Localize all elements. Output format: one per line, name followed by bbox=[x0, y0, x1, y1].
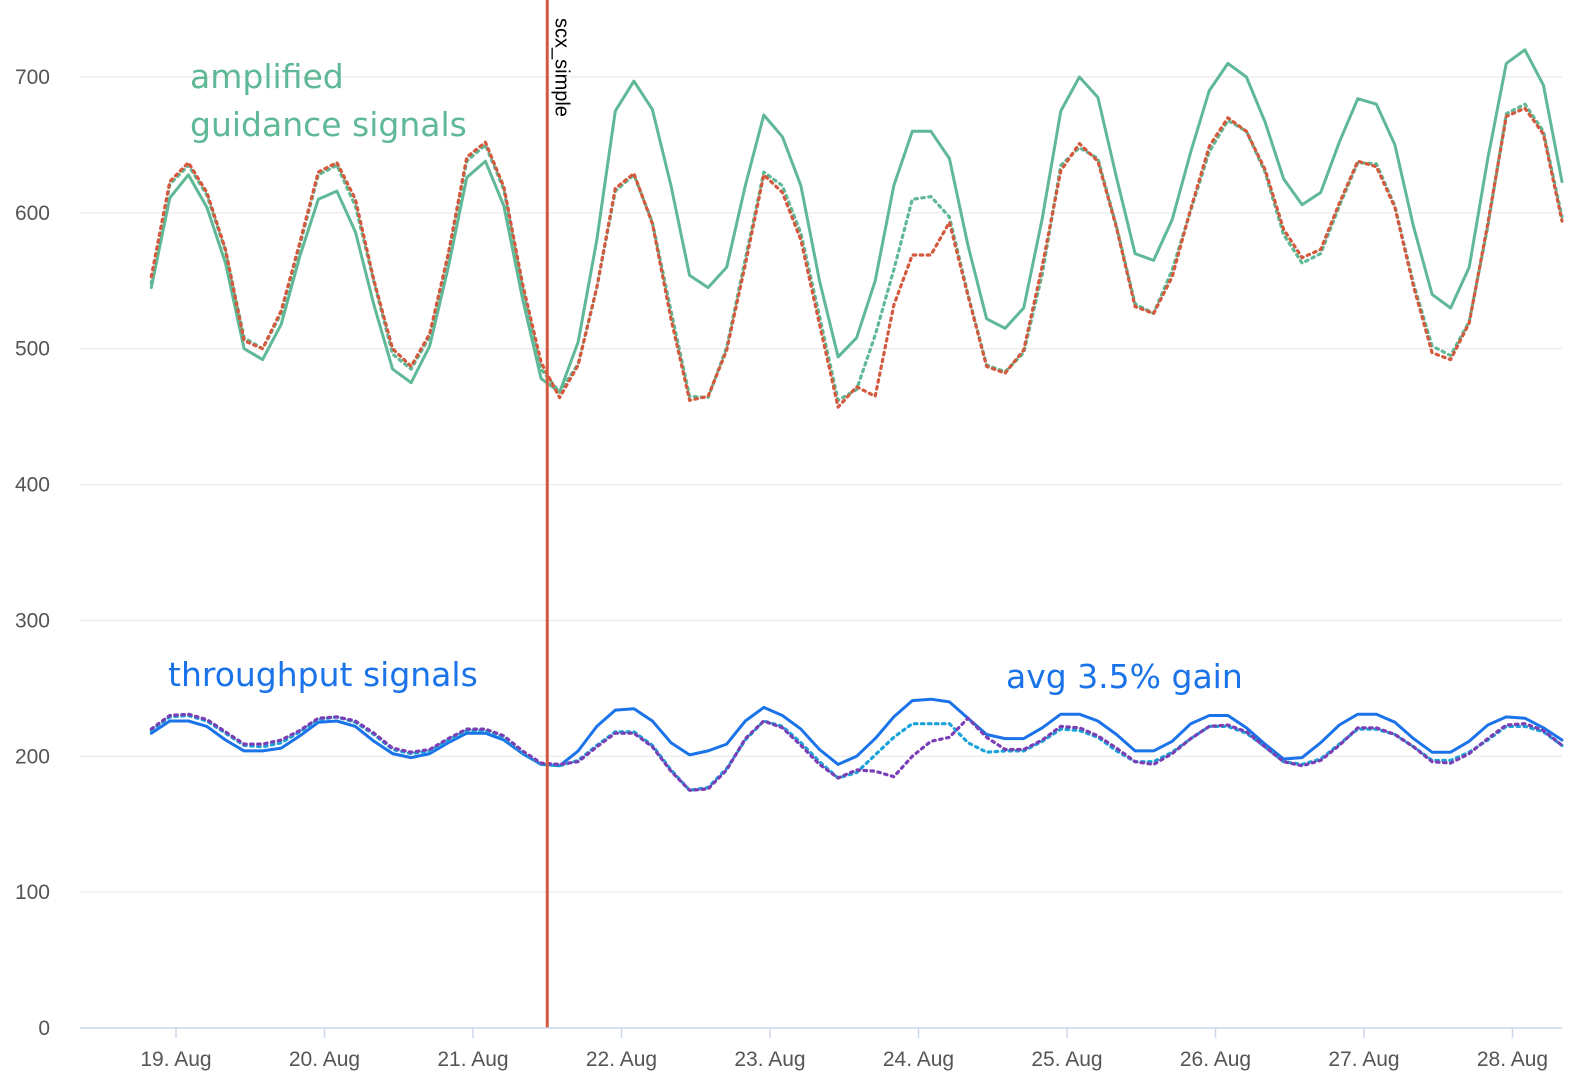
x-tick-label: 26. Aug bbox=[1180, 1048, 1251, 1071]
y-tick-label: 100 bbox=[15, 881, 50, 904]
annotations: amplified guidance signals throughput sign… bbox=[168, 57, 1243, 696]
x-axis: 19. Aug 20. Aug 21. Aug 22. Aug 23. Aug 24. A… bbox=[80, 1027, 1562, 1071]
y-tick-label: 700 bbox=[15, 66, 50, 89]
x-tick-label: 23. Aug bbox=[734, 1048, 805, 1071]
y-tick-label: 0 bbox=[38, 1017, 50, 1040]
event-marker-label: scx_simple bbox=[550, 18, 572, 117]
event-marker: scx_simple bbox=[545, 0, 572, 1028]
series-group bbox=[149, 48, 1564, 792]
x-tick-label: 24. Aug bbox=[883, 1048, 954, 1071]
annotation-gain: avg 3.5% gain bbox=[1006, 657, 1243, 696]
x-tick-label: 21. Aug bbox=[437, 1048, 508, 1071]
annotation-guidance: amplified bbox=[190, 57, 344, 96]
x-tick-label: 22. Aug bbox=[586, 1048, 657, 1071]
series-line-4 bbox=[149, 697, 1564, 768]
y-axis: 0 100 200 300 400 500 600 700 bbox=[15, 66, 50, 1040]
x-tick-label: 28. Aug bbox=[1477, 1048, 1548, 1071]
series-line-6 bbox=[149, 712, 1564, 792]
y-tick-label: 500 bbox=[15, 338, 50, 361]
annotation-guidance: guidance signals bbox=[190, 105, 467, 144]
x-tick-label: 27. Aug bbox=[1328, 1048, 1399, 1071]
y-tick-label: 600 bbox=[15, 202, 50, 225]
series-line-3 bbox=[149, 106, 1564, 409]
series-line-2 bbox=[149, 102, 1564, 402]
annotation-throughput: throughput signals bbox=[168, 655, 478, 694]
x-tick-label: 25. Aug bbox=[1031, 1048, 1102, 1071]
x-tick-label: 20. Aug bbox=[289, 1048, 360, 1071]
y-tick-label: 300 bbox=[15, 609, 50, 632]
y-tick-label: 400 bbox=[15, 474, 50, 497]
grid-lines bbox=[80, 76, 1562, 893]
x-tick-label: 19. Aug bbox=[140, 1048, 211, 1071]
series-line-1 bbox=[149, 48, 1564, 394]
y-tick-label: 200 bbox=[15, 745, 50, 768]
